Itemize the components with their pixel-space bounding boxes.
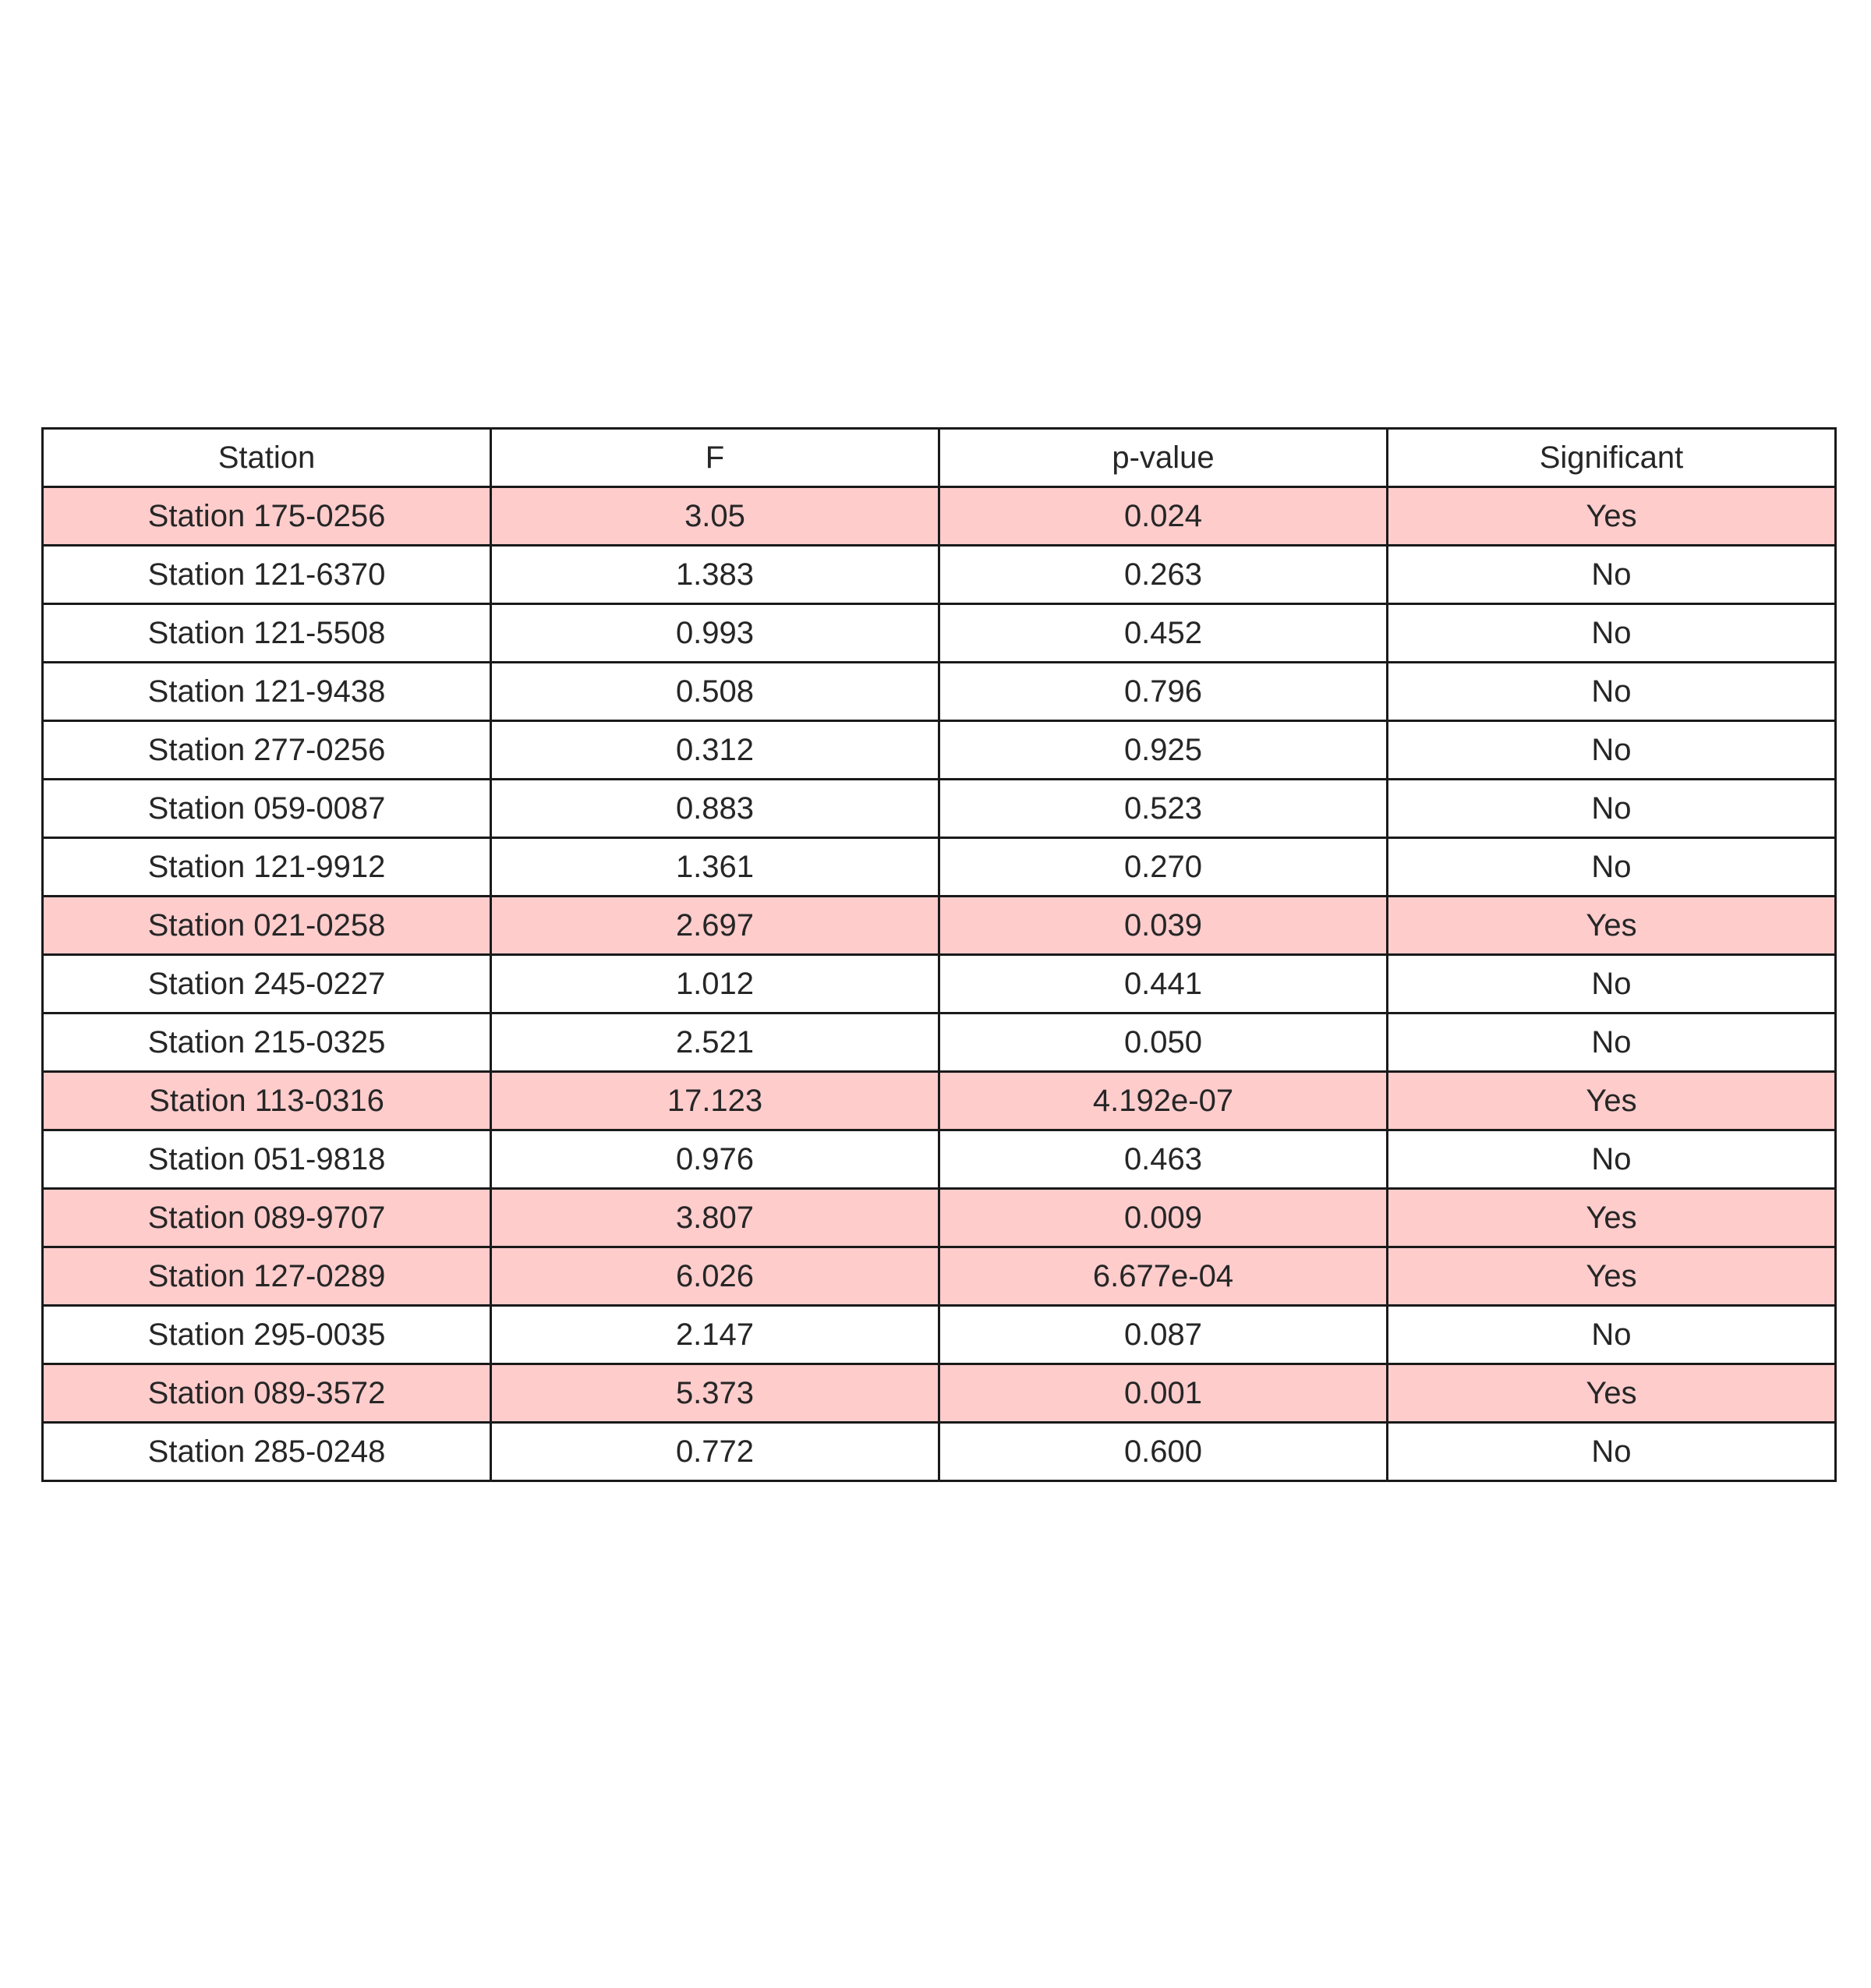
significant-cell: No: [1386, 953, 1837, 1014]
table-row: Station 113-0316 17.123 4.192e-07 Yes: [41, 1070, 1837, 1131]
f-cell: 1.383: [490, 544, 940, 605]
station-cell: Station 089-3572: [41, 1363, 492, 1424]
p-value-cell: 0.039: [938, 895, 1388, 956]
f-cell: 0.993: [490, 603, 940, 663]
f-cell: 0.976: [490, 1129, 940, 1190]
significant-cell: No: [1386, 603, 1837, 663]
station-cell: Station 121-9438: [41, 661, 492, 722]
table-row: Station 089-3572 5.373 0.001 Yes: [41, 1363, 1837, 1424]
station-cell: Station 059-0087: [41, 778, 492, 839]
header-station: Station: [41, 427, 492, 488]
significant-cell: No: [1386, 1421, 1837, 1482]
f-cell: 2.521: [490, 1012, 940, 1073]
table-row: Station 215-0325 2.521 0.050 No: [41, 1012, 1837, 1073]
station-cell: Station 051-9818: [41, 1129, 492, 1190]
station-cell: Station 089-9707: [41, 1187, 492, 1248]
p-value-cell: 0.441: [938, 953, 1388, 1014]
significant-cell: No: [1386, 837, 1837, 897]
f-cell: 1.012: [490, 953, 940, 1014]
f-cell: 1.361: [490, 837, 940, 897]
table-row: Station 059-0087 0.883 0.523 No: [41, 778, 1837, 839]
station-cell: Station 121-6370: [41, 544, 492, 605]
table-row: Station 121-5508 0.993 0.452 No: [41, 603, 1837, 663]
table-body: Station 175-0256 3.05 0.024 Yes Station 121-…: [41, 486, 1837, 1482]
p-value-cell: 0.024: [938, 486, 1388, 547]
station-cell: Station 295-0035: [41, 1304, 492, 1365]
station-cell: Station 127-0289: [41, 1246, 492, 1307]
header-significant: Significant: [1386, 427, 1837, 488]
significant-cell: Yes: [1386, 1363, 1837, 1424]
table-row: Station 089-9707 3.807 0.009 Yes: [41, 1187, 1837, 1248]
p-value-cell: 0.523: [938, 778, 1388, 839]
p-value-cell: 0.087: [938, 1304, 1388, 1365]
table-row: Station 121-9438 0.508 0.796 No: [41, 661, 1837, 722]
p-value-cell: 0.263: [938, 544, 1388, 605]
table-row: Station 051-9818 0.976 0.463 No: [41, 1129, 1837, 1190]
significant-cell: No: [1386, 1304, 1837, 1365]
table-row: Station 121-6370 1.383 0.263 No: [41, 544, 1837, 605]
significant-cell: No: [1386, 778, 1837, 839]
p-value-cell: 0.009: [938, 1187, 1388, 1248]
table-row: Station 295-0035 2.147 0.087 No: [41, 1304, 1837, 1365]
f-cell: 2.697: [490, 895, 940, 956]
p-value-cell: 0.050: [938, 1012, 1388, 1073]
significant-cell: Yes: [1386, 1187, 1837, 1248]
p-value-cell: 0.925: [938, 720, 1388, 780]
p-value-cell: 4.192e-07: [938, 1070, 1388, 1131]
table-header: Station F p-value Significant: [41, 427, 1837, 488]
f-cell: 0.312: [490, 720, 940, 780]
p-value-cell: 6.677e-04: [938, 1246, 1388, 1307]
f-cell: 3.05: [490, 486, 940, 547]
f-cell: 0.883: [490, 778, 940, 839]
table-row: Station 245-0227 1.012 0.441 No: [41, 953, 1837, 1014]
significant-cell: Yes: [1386, 895, 1837, 956]
f-cell: 3.807: [490, 1187, 940, 1248]
significant-cell: No: [1386, 544, 1837, 605]
table-row: Station 277-0256 0.312 0.925 No: [41, 720, 1837, 780]
anova-results-table: Station F p-value Significant Station 17…: [41, 427, 1837, 1482]
results-table-container: Station F p-value Significant Station 17…: [41, 427, 1837, 1482]
significant-cell: No: [1386, 1129, 1837, 1190]
f-cell: 6.026: [490, 1246, 940, 1307]
table-row: Station 021-0258 2.697 0.039 Yes: [41, 895, 1837, 956]
station-cell: Station 113-0316: [41, 1070, 492, 1131]
f-cell: 0.772: [490, 1421, 940, 1482]
p-value-cell: 0.796: [938, 661, 1388, 722]
station-cell: Station 285-0248: [41, 1421, 492, 1482]
station-cell: Station 121-5508: [41, 603, 492, 663]
significant-cell: No: [1386, 1012, 1837, 1073]
p-value-cell: 0.270: [938, 837, 1388, 897]
station-cell: Station 277-0256: [41, 720, 492, 780]
header-p-value: p-value: [938, 427, 1388, 488]
table-row: Station 285-0248 0.772 0.600 No: [41, 1421, 1837, 1482]
p-value-cell: 0.600: [938, 1421, 1388, 1482]
f-cell: 0.508: [490, 661, 940, 722]
station-cell: Station 245-0227: [41, 953, 492, 1014]
significant-cell: Yes: [1386, 486, 1837, 547]
table-row: Station 127-0289 6.026 6.677e-04 Yes: [41, 1246, 1837, 1307]
p-value-cell: 0.452: [938, 603, 1388, 663]
station-cell: Station 175-0256: [41, 486, 492, 547]
significant-cell: Yes: [1386, 1246, 1837, 1307]
station-cell: Station 215-0325: [41, 1012, 492, 1073]
significant-cell: Yes: [1386, 1070, 1837, 1131]
header-f: F: [490, 427, 940, 488]
station-cell: Station 021-0258: [41, 895, 492, 956]
table-row: Station 121-9912 1.361 0.270 No: [41, 837, 1837, 897]
p-value-cell: 0.463: [938, 1129, 1388, 1190]
table-row: Station 175-0256 3.05 0.024 Yes: [41, 486, 1837, 547]
significant-cell: No: [1386, 661, 1837, 722]
f-cell: 5.373: [490, 1363, 940, 1424]
header-row: Station F p-value Significant: [41, 427, 1837, 488]
p-value-cell: 0.001: [938, 1363, 1388, 1424]
f-cell: 2.147: [490, 1304, 940, 1365]
significant-cell: No: [1386, 720, 1837, 780]
f-cell: 17.123: [490, 1070, 940, 1131]
station-cell: Station 121-9912: [41, 837, 492, 897]
